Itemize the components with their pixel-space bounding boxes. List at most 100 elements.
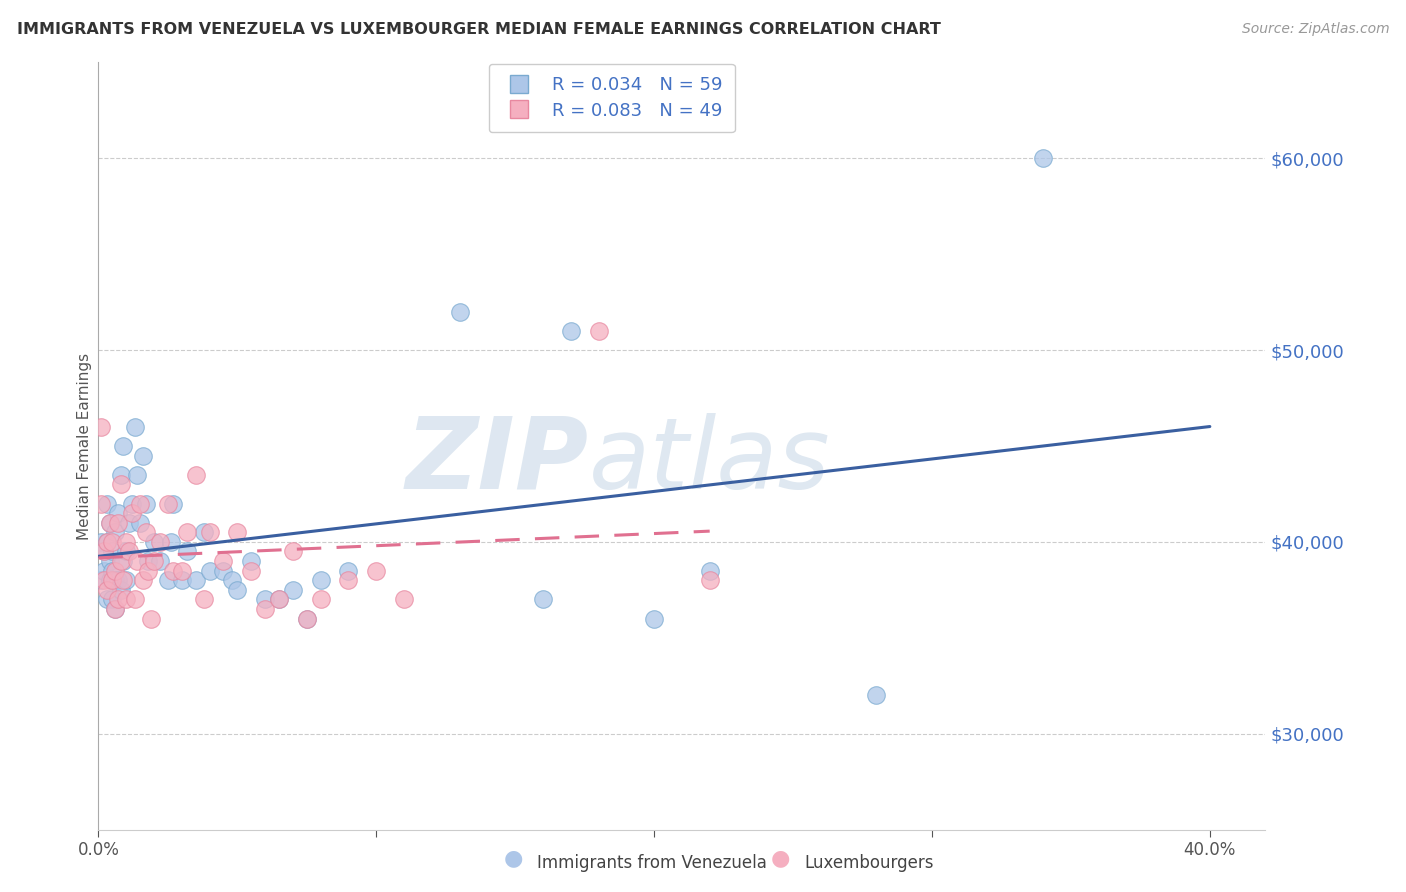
Point xyxy=(143,554,166,568)
Point xyxy=(115,544,138,558)
Point xyxy=(112,573,135,587)
Point xyxy=(90,573,112,587)
Point xyxy=(104,573,127,587)
Point xyxy=(121,506,143,520)
Point xyxy=(162,564,184,578)
Point xyxy=(212,564,235,578)
Point xyxy=(226,525,249,540)
Point xyxy=(110,477,132,491)
Point xyxy=(135,525,157,540)
Text: ●: ● xyxy=(770,848,790,868)
Point xyxy=(93,564,115,578)
Point xyxy=(170,573,193,587)
Point xyxy=(127,467,149,482)
Point xyxy=(643,612,665,626)
Point xyxy=(93,573,115,587)
Point xyxy=(112,554,135,568)
Point xyxy=(449,304,471,318)
Point xyxy=(110,467,132,482)
Point xyxy=(148,554,170,568)
Point xyxy=(254,592,277,607)
Point xyxy=(865,689,887,703)
Point xyxy=(112,439,135,453)
Point xyxy=(98,516,121,530)
Point xyxy=(531,592,554,607)
Point xyxy=(115,592,138,607)
Point xyxy=(162,496,184,510)
Point xyxy=(198,525,221,540)
Point xyxy=(392,592,415,607)
Point xyxy=(184,573,207,587)
Point xyxy=(132,573,155,587)
Point xyxy=(96,496,118,510)
Point xyxy=(138,554,160,568)
Point xyxy=(295,612,318,626)
Point xyxy=(309,573,332,587)
Point xyxy=(156,496,179,510)
Point xyxy=(107,516,129,530)
Point xyxy=(560,324,582,338)
Point xyxy=(267,592,290,607)
Point xyxy=(309,592,332,607)
Point xyxy=(118,516,141,530)
Point xyxy=(281,582,304,597)
Point xyxy=(212,554,235,568)
Point xyxy=(267,592,290,607)
Point xyxy=(129,496,152,510)
Point xyxy=(143,534,166,549)
Point xyxy=(104,602,127,616)
Text: IMMIGRANTS FROM VENEZUELA VS LUXEMBOURGER MEDIAN FEMALE EARNINGS CORRELATION CHA: IMMIGRANTS FROM VENEZUELA VS LUXEMBOURGE… xyxy=(17,22,941,37)
Point xyxy=(101,534,124,549)
Point xyxy=(101,544,124,558)
Point xyxy=(184,467,207,482)
Point xyxy=(226,582,249,597)
Point xyxy=(90,419,112,434)
Point xyxy=(170,564,193,578)
Point xyxy=(699,573,721,587)
Point xyxy=(281,544,304,558)
Point xyxy=(101,573,124,587)
Point xyxy=(129,516,152,530)
Point xyxy=(121,496,143,510)
Point xyxy=(193,592,215,607)
Point xyxy=(98,516,121,530)
Point xyxy=(141,612,163,626)
Text: atlas: atlas xyxy=(589,413,830,510)
Point xyxy=(101,564,124,578)
Point xyxy=(107,506,129,520)
Point xyxy=(110,554,132,568)
Point xyxy=(124,419,146,434)
Point xyxy=(107,592,129,607)
Point xyxy=(337,573,360,587)
Point xyxy=(588,324,610,338)
Point xyxy=(96,592,118,607)
Point xyxy=(193,525,215,540)
Point xyxy=(148,534,170,549)
Point xyxy=(240,554,263,568)
Point xyxy=(90,496,112,510)
Point xyxy=(240,564,263,578)
Point xyxy=(104,602,127,616)
Point xyxy=(254,602,277,616)
Point xyxy=(221,573,243,587)
Point xyxy=(135,496,157,510)
Point xyxy=(93,544,115,558)
Point xyxy=(107,573,129,587)
Point xyxy=(118,544,141,558)
Legend: R = 0.034   N = 59, R = 0.083   N = 49: R = 0.034 N = 59, R = 0.083 N = 49 xyxy=(489,64,735,132)
Point xyxy=(96,534,118,549)
Point xyxy=(337,564,360,578)
Point xyxy=(124,592,146,607)
Point xyxy=(96,582,118,597)
Point xyxy=(127,554,149,568)
Point xyxy=(115,573,138,587)
Point xyxy=(115,534,138,549)
Text: Source: ZipAtlas.com: Source: ZipAtlas.com xyxy=(1241,22,1389,37)
Point xyxy=(366,564,388,578)
Point xyxy=(156,573,179,587)
Point xyxy=(138,564,160,578)
Point xyxy=(159,534,181,549)
Point xyxy=(132,449,155,463)
Text: ZIP: ZIP xyxy=(405,413,589,510)
Point xyxy=(176,525,198,540)
